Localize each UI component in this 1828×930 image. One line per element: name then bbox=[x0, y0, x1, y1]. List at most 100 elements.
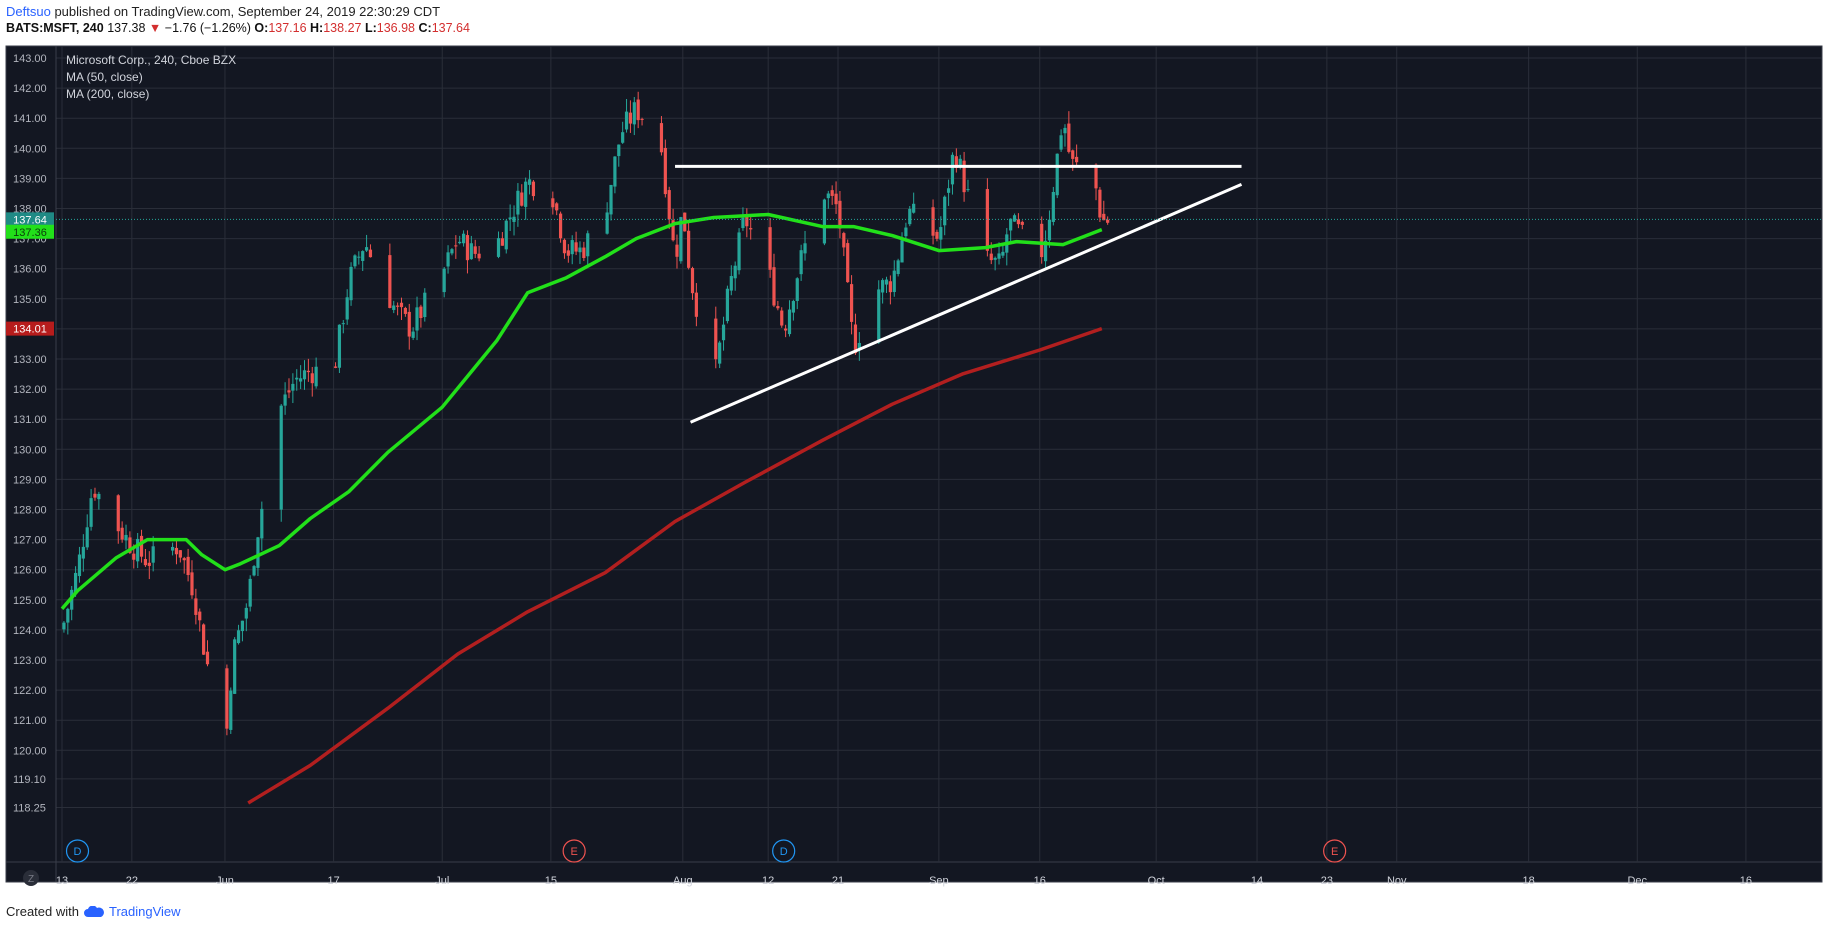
candle-body bbox=[81, 546, 85, 559]
candle-body bbox=[718, 342, 722, 364]
y-tick-label: 125.00 bbox=[13, 595, 47, 607]
candle-body bbox=[803, 243, 807, 254]
candle-body bbox=[450, 249, 454, 254]
candle-body bbox=[341, 323, 345, 325]
grid-lines bbox=[6, 46, 1822, 882]
x-tick-label: Sep bbox=[929, 875, 949, 887]
candle-body bbox=[419, 306, 423, 319]
candle-body bbox=[628, 112, 633, 124]
candle-body bbox=[904, 227, 908, 237]
candle-body bbox=[562, 239, 567, 254]
candle-body bbox=[147, 562, 151, 566]
event-marker bbox=[1323, 839, 1347, 863]
symbol-label: BATS:MSFT, 240 bbox=[6, 21, 104, 35]
candle-body bbox=[896, 260, 900, 275]
candle-body bbox=[570, 240, 574, 255]
y-tick-label: 133.00 bbox=[13, 354, 47, 366]
candle-body bbox=[690, 268, 695, 294]
publish-info: published on TradingView.com, September … bbox=[54, 4, 441, 19]
footer: Created with TradingView bbox=[6, 904, 181, 919]
candle-body bbox=[574, 242, 578, 252]
candle-body bbox=[842, 233, 846, 248]
candle-body bbox=[1012, 215, 1017, 222]
candle-body bbox=[516, 190, 520, 215]
candle-body bbox=[605, 212, 609, 234]
event-marker bbox=[772, 839, 796, 863]
candle-body bbox=[659, 123, 664, 153]
tradingview-link[interactable]: TradingView bbox=[108, 904, 181, 919]
created-with: Created with bbox=[6, 904, 79, 919]
candle-body bbox=[283, 394, 287, 406]
x-tick-label: 12 bbox=[762, 875, 774, 887]
y-tick-label: 132.00 bbox=[13, 384, 47, 396]
author-link[interactable]: Deftsuo bbox=[6, 4, 51, 19]
candle-body bbox=[632, 102, 636, 125]
x-tick-label: Oct bbox=[1148, 875, 1165, 887]
candle-body bbox=[931, 207, 935, 236]
candle-body bbox=[361, 251, 365, 261]
candle-body bbox=[85, 527, 89, 548]
x-tick-label: 17 bbox=[327, 875, 339, 887]
candle-body bbox=[621, 132, 625, 143]
candle-body bbox=[116, 495, 120, 532]
candle-body bbox=[784, 328, 788, 331]
candle-body bbox=[671, 220, 675, 241]
candle-body bbox=[368, 249, 373, 258]
candle-body bbox=[989, 253, 993, 261]
candle-body bbox=[244, 607, 248, 619]
candle-body bbox=[500, 238, 504, 246]
y-tick-label: 122.00 bbox=[13, 685, 47, 697]
candle-body bbox=[582, 247, 586, 259]
candle-body bbox=[512, 216, 516, 222]
candle-body bbox=[849, 284, 854, 322]
candle-body bbox=[345, 297, 349, 320]
candle-body bbox=[1067, 123, 1071, 152]
candle-body bbox=[558, 213, 563, 239]
candle-body bbox=[892, 270, 896, 293]
open-value: 137.16 bbox=[268, 21, 307, 35]
candle-body bbox=[302, 370, 307, 380]
candle-body bbox=[1047, 219, 1052, 241]
candle-body bbox=[636, 99, 640, 121]
candle-body bbox=[1075, 156, 1079, 163]
candle-body bbox=[946, 188, 951, 193]
candle-body bbox=[1063, 127, 1067, 134]
candle-body bbox=[1071, 150, 1075, 159]
candle-body bbox=[609, 184, 613, 215]
last-price-badge-text: 137.64 bbox=[13, 214, 47, 226]
candle-body bbox=[77, 554, 82, 577]
candle-body bbox=[834, 193, 838, 205]
candle-body bbox=[551, 198, 555, 208]
candle-body bbox=[423, 292, 427, 318]
timezone-button[interactable] bbox=[23, 870, 39, 886]
candle-body bbox=[721, 324, 726, 341]
candle-body bbox=[66, 608, 70, 623]
candle-body bbox=[908, 208, 912, 225]
high-label: H: bbox=[310, 21, 324, 35]
y-tick-label: 135.00 bbox=[13, 294, 47, 306]
ma50-line bbox=[60, 212, 1103, 610]
candle-body bbox=[124, 534, 128, 541]
x-tick-label: Aug bbox=[673, 875, 693, 887]
candle-body bbox=[178, 550, 182, 558]
candle-body bbox=[190, 572, 194, 596]
y-tick-label: 143.00 bbox=[13, 53, 47, 65]
ma50-badge-text: 137.36 bbox=[13, 227, 47, 239]
x-tick-label: Jul bbox=[435, 875, 449, 887]
indicator-lines bbox=[56, 164, 1822, 805]
candle-body bbox=[504, 220, 508, 250]
candle-body bbox=[830, 190, 834, 196]
ma200-badge-text: 134.01 bbox=[13, 324, 47, 336]
candle-body bbox=[233, 639, 237, 694]
candle-body bbox=[182, 558, 186, 561]
ma50-badge bbox=[6, 224, 54, 239]
tradingview-cloud-icon bbox=[83, 905, 104, 917]
candle-body bbox=[838, 200, 842, 229]
candle-body bbox=[299, 378, 303, 382]
candle-body bbox=[1055, 153, 1059, 196]
price-chart[interactable]: 143.00142.00141.00140.00139.00138.00137.… bbox=[0, 36, 1828, 894]
candle-body bbox=[477, 253, 481, 259]
high-value: 138.27 bbox=[323, 21, 362, 35]
candle-body bbox=[89, 498, 93, 527]
event-marker bbox=[65, 839, 90, 863]
